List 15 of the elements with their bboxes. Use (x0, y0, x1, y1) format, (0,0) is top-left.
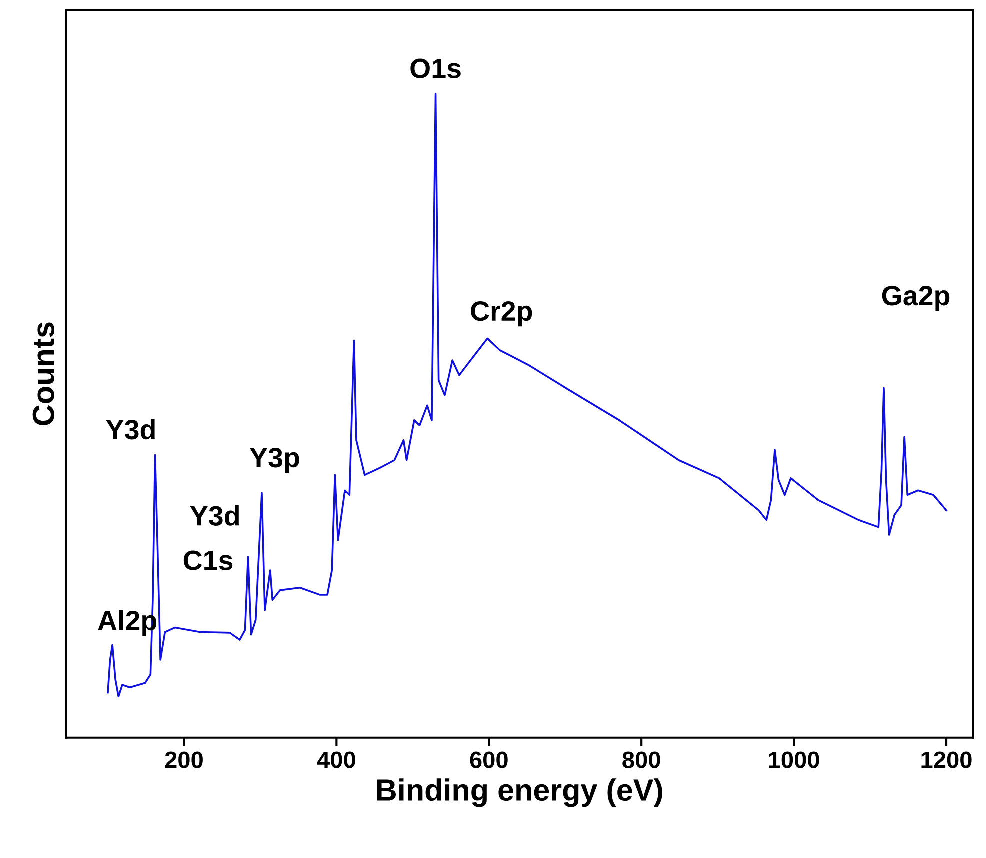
annotation: Y3d (190, 506, 239, 526)
y-axis-title: Counts (32, 322, 54, 426)
annotation: Cr2p (471, 301, 532, 327)
x-tick-label: 400 (317, 752, 356, 768)
x-axis-title: Binding energy (eV) (377, 778, 662, 808)
annotation: C1s (184, 550, 233, 570)
x-tick-label: 1000 (769, 752, 820, 768)
annotation: Y3d (106, 419, 155, 440)
x-tick-label: 200 (165, 752, 203, 768)
x-tick-label: 800 (622, 752, 660, 768)
annotation: Ga2p (882, 286, 950, 312)
annotation: O1s (410, 58, 461, 78)
annotation: Y3p (250, 448, 300, 474)
x-tick-label: 1200 (922, 752, 972, 768)
x-tick-label: 600 (470, 752, 508, 768)
